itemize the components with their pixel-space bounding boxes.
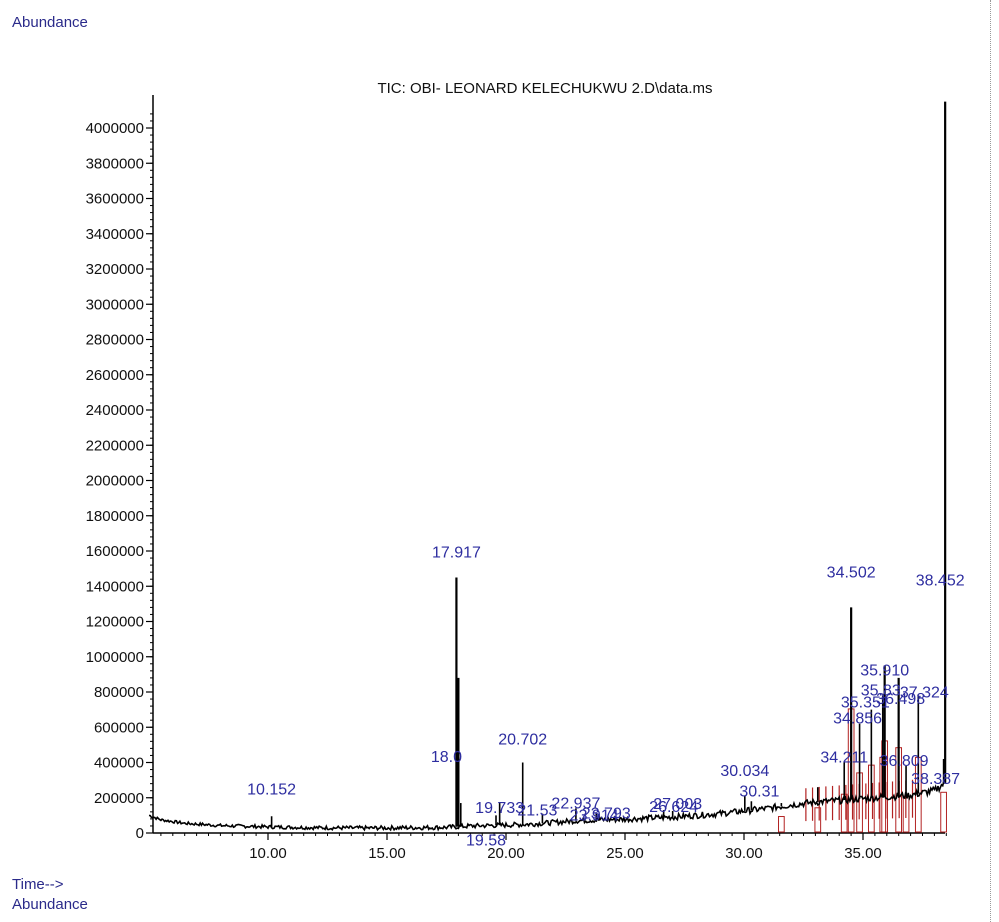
x-tick-label: 20.00 (487, 845, 525, 862)
y-tick-label: 3800000 (86, 155, 144, 172)
peak-label: 19.58 (466, 832, 506, 849)
peak-label: 10.152 (247, 781, 296, 798)
y-tick-label: 1400000 (86, 578, 144, 595)
peak-label: 22.937 (551, 795, 600, 812)
y-tick-label: 2600000 (86, 367, 144, 384)
peak-label: 21.53 (517, 803, 557, 820)
chart-title: TIC: OBI- LEONARD KELECHUKWU 2.D\data.ms (377, 80, 712, 97)
tic-baseline (148, 778, 946, 832)
y-tick-label: 2800000 (86, 332, 144, 349)
peak-label: 27.003 (653, 796, 702, 813)
peak-label: 35.83 (861, 683, 901, 700)
peak-label: 23.914 (570, 807, 619, 824)
page-edge-divider (990, 0, 991, 922)
x-tick-label: 30.00 (725, 845, 763, 862)
peak-label: 36.498 (876, 691, 925, 708)
integration-bar (814, 807, 822, 833)
peak-label: 38.387 (911, 771, 960, 788)
y-tick-label: 600000 (94, 719, 144, 736)
integration-bar (940, 791, 947, 833)
peak-labels: 10.152 17.917 18.0 19.58 19.733 20.702 21.5322… (247, 544, 965, 849)
tic-trace (148, 101, 947, 832)
peak-label: 20.702 (498, 732, 547, 749)
time-axis-label: Time--> (12, 876, 64, 893)
y-tick-label: 3400000 (86, 226, 144, 243)
y-tick-label: 3600000 (86, 191, 144, 208)
y-tick-label: 1800000 (86, 508, 144, 525)
y-tick-label: 2200000 (86, 437, 144, 454)
y-tick-label: 3000000 (86, 296, 144, 313)
y-tick-label: 0 (136, 825, 144, 842)
y-tick-label: 2400000 (86, 402, 144, 419)
peak-label: 26.624 (649, 799, 698, 816)
x-tick-label: 15.00 (368, 845, 406, 862)
integration-bars (778, 708, 947, 833)
y-tick-label: 1000000 (86, 649, 144, 666)
chart-axes: 0 200000 400000 600000 800000 1000000 1200000 1… (86, 95, 947, 862)
peak-label: 19.733 (475, 800, 524, 817)
peak-label: 23.793 (582, 806, 631, 823)
y-tick-label: 400000 (94, 755, 144, 772)
y-tick-label: 4000000 (86, 120, 144, 137)
y-tick-label: 2000000 (86, 473, 144, 490)
y-tick-label: 3200000 (86, 261, 144, 278)
peak-label: 17.917 (432, 544, 481, 561)
y-tick-label: 1200000 (86, 614, 144, 631)
peak-label: 30.034 (720, 763, 769, 780)
peak-label: 35.351 (841, 695, 890, 712)
x-tick-label: 35.00 (844, 845, 882, 862)
abundance-axis-label: Abundance (12, 14, 88, 31)
y-tick-label: 800000 (94, 684, 144, 701)
x-tick-label: 10.00 (249, 845, 287, 862)
peak-label: 30.31 (739, 783, 779, 800)
peak-label: 35.910 (860, 663, 909, 680)
peak-label: 34.856 (833, 711, 882, 728)
peak-label: 38.452 (916, 572, 965, 589)
peak-label: 34.502 (827, 564, 876, 581)
abundance-footer-label: Abundance (12, 896, 88, 913)
peak-label: 18.0 (431, 749, 462, 766)
peak-label: 36.809 (880, 753, 929, 770)
x-tick-label: 25.00 (606, 845, 644, 862)
peak-label: 34.211 (820, 750, 868, 767)
y-tick-label: 1600000 (86, 543, 144, 560)
integration-bar (778, 816, 785, 833)
y-tick-label: 200000 (94, 790, 144, 807)
peak-label: 37.324 (900, 685, 949, 702)
